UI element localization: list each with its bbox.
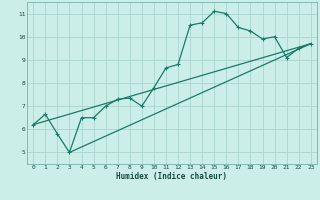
X-axis label: Humidex (Indice chaleur): Humidex (Indice chaleur) <box>116 172 228 181</box>
